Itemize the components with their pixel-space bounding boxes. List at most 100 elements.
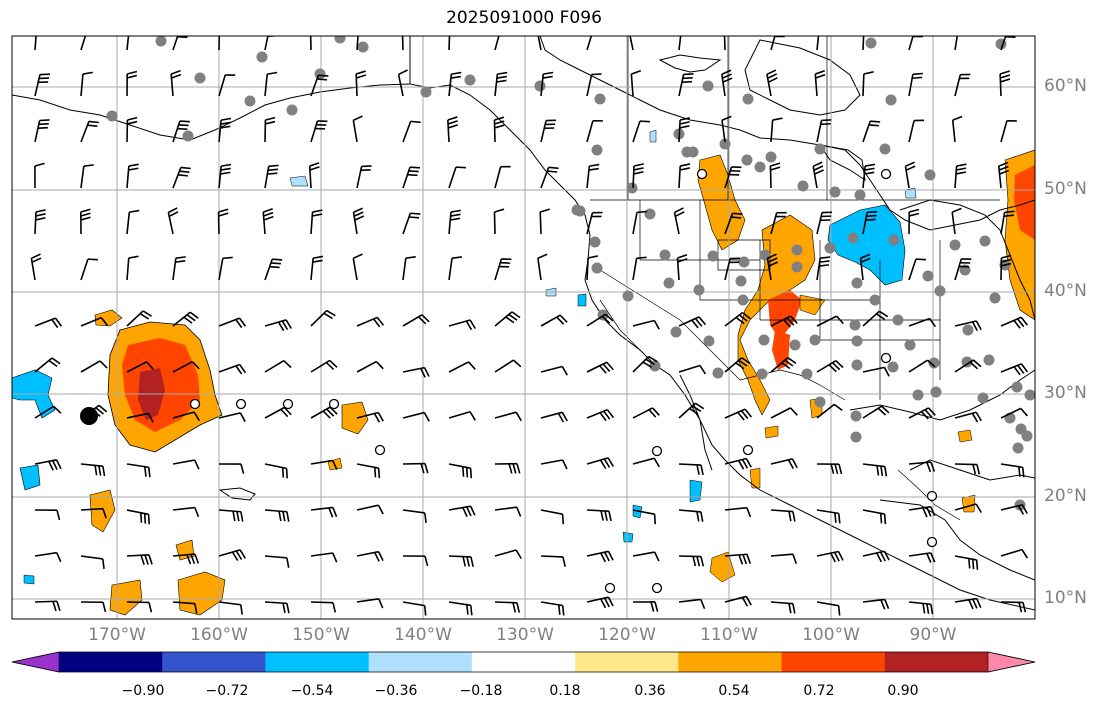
colorbar-segment [781, 652, 886, 672]
wind-barb-feather [1013, 319, 1021, 329]
wind-barb-feather [603, 597, 610, 608]
wind-barb-feather [633, 167, 644, 171]
wind-barb-feather [99, 360, 108, 369]
wind-barb-feather [376, 316, 385, 326]
wind-barb-feather [183, 316, 193, 324]
wind-barb-feather [958, 31, 968, 32]
wind-barb-feather [167, 207, 178, 214]
station-dot [702, 80, 714, 92]
wind-barb-feather [220, 167, 231, 171]
wind-barb-feather [373, 413, 381, 423]
wind-barb-feather [975, 320, 982, 331]
wind-barb-feather [971, 321, 978, 332]
wind-barb-feather [1008, 29, 1018, 30]
wind-barb-feather [281, 467, 285, 478]
station-dot [182, 130, 194, 142]
wind-barb-feather [561, 605, 565, 616]
wind-barb-feather [834, 463, 839, 475]
station-dot [591, 144, 603, 156]
wind-barb-feather [168, 211, 179, 218]
wind-barb-shaft [1000, 407, 1022, 419]
station-dot [735, 275, 747, 287]
wind-barb-shaft [352, 120, 358, 143]
station-dot [334, 36, 346, 44]
station-dot [854, 189, 866, 201]
wind-barb-feather [238, 317, 247, 327]
calm-wind-circle [926, 490, 938, 502]
wind-barb-feather [410, 120, 421, 124]
wind-barb-feather [767, 253, 777, 260]
wind-barb-feather [494, 120, 505, 125]
wind-barb-feather [741, 597, 749, 607]
wind-barb-shaft [448, 36, 451, 51]
wind-barb-feather [177, 174, 189, 177]
wind-barb-shaft [80, 166, 85, 189]
wind-barb-feather [239, 364, 247, 374]
wind-barb-feather [494, 208, 505, 213]
wind-barb-feather [737, 411, 745, 421]
station-dot [106, 110, 118, 122]
wind-barb-shaft [816, 36, 820, 51]
wind-barb-shaft [586, 120, 594, 143]
wind-barb-shaft [862, 36, 865, 51]
wind-barb-feather [179, 120, 190, 123]
wind-barb-feather [639, 120, 650, 123]
wind-barb-shaft [126, 361, 147, 373]
lat-label-30n: 30°N [1044, 383, 1087, 403]
wind-barb-feather [447, 116, 458, 121]
wind-barb-feather [410, 212, 421, 215]
wind-barb-feather [144, 466, 147, 477]
wind-barb-feather [766, 69, 777, 76]
wind-barb-feather [360, 169, 371, 172]
wind-barb-feather [1003, 214, 1014, 217]
wind-barb-feather [679, 125, 690, 129]
wind-barb-feather [782, 319, 791, 328]
wind-barb-feather [313, 255, 324, 259]
wind-barb-feather [282, 602, 286, 614]
wind-barb-shaft [632, 258, 638, 281]
wind-barb-shaft [632, 120, 641, 143]
wind-barb-feather [683, 73, 694, 76]
colorbar-extend-high [987, 651, 1036, 673]
station-dot [594, 93, 606, 105]
wind-barb-feather [515, 411, 522, 422]
wind-barb-feather [496, 79, 507, 83]
wind-barb-shaft [310, 552, 333, 557]
wind-barb-feather [543, 71, 554, 75]
wind-barb-feather [240, 604, 243, 615]
wind-barb-shaft [264, 74, 269, 97]
wind-barb-shaft [402, 601, 425, 607]
wind-barb-feather [189, 311, 199, 319]
wind-barb-feather [836, 315, 844, 325]
wind-barb-shaft [494, 506, 517, 511]
wind-barb-shaft [310, 459, 333, 465]
wind-barb-feather [607, 457, 614, 467]
wind-barb-feather [975, 503, 982, 514]
calm-wind-circle [651, 445, 663, 457]
wind-barb-feather [235, 319, 243, 329]
wind-barb-feather [768, 261, 779, 267]
calm-wind-circle [880, 352, 892, 364]
wind-barb-feather [329, 359, 338, 368]
wind-barb-feather [955, 171, 966, 175]
wind-barb-feather [82, 71, 93, 75]
colorbar-label: −0.18 [459, 683, 503, 699]
wind-barb-feather [880, 599, 886, 610]
wind-barb-feather [692, 556, 697, 567]
wind-barb-feather [603, 410, 611, 420]
wind-barb-feather [863, 71, 874, 75]
wind-barb-shaft [494, 36, 500, 51]
wind-barb-shaft [908, 317, 930, 327]
wind-barb-feather [186, 314, 196, 322]
wind-barb-feather [909, 208, 920, 213]
wind-barb-feather [35, 209, 46, 213]
wind-barb-feather [269, 265, 280, 269]
wind-barb-feather [375, 361, 384, 370]
wind-barb-feather [220, 171, 231, 175]
station-dot [357, 41, 369, 53]
wind-barb-feather [405, 256, 416, 259]
wind-barb-feather [281, 320, 289, 331]
wind-barb-feather [450, 217, 461, 221]
colorbar-label: −0.90 [121, 683, 165, 699]
wind-barb-feather [700, 599, 706, 610]
